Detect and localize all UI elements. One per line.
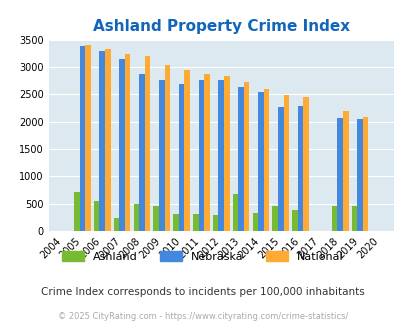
Bar [184,70,190,231]
Bar [277,107,283,231]
Bar [144,56,150,231]
Bar [303,97,308,231]
Bar [105,50,110,231]
Bar [139,74,144,231]
Bar [178,84,184,231]
Bar [119,59,125,231]
Bar [243,82,249,231]
Bar [351,206,356,231]
Bar [99,50,105,231]
Bar [283,95,288,231]
Bar [173,214,178,231]
Bar [362,117,367,231]
Bar [292,210,297,231]
Bar [297,106,303,231]
Text: © 2025 CityRating.com - https://www.cityrating.com/crime-statistics/: © 2025 CityRating.com - https://www.city… [58,312,347,321]
Bar [224,76,229,231]
Bar [356,119,362,231]
Bar [342,111,348,231]
Title: Ashland Property Crime Index: Ashland Property Crime Index [92,19,349,34]
Bar [272,206,277,231]
Bar [79,46,85,231]
Bar [85,45,91,231]
Bar [198,80,204,231]
Bar [337,118,342,231]
Bar [133,204,139,231]
Bar [252,213,258,231]
Bar [212,215,218,231]
Text: Crime Index corresponds to incidents per 100,000 inhabitants: Crime Index corresponds to incidents per… [41,287,364,297]
Bar [125,54,130,231]
Bar [74,192,79,231]
Bar [204,74,209,231]
Legend: Ashland, Nebraska, National: Ashland, Nebraska, National [58,247,347,267]
Bar [94,202,99,231]
Bar [238,87,243,231]
Bar [193,214,198,231]
Bar [232,194,238,231]
Bar [218,80,224,231]
Bar [113,218,119,231]
Bar [153,206,159,231]
Bar [164,65,170,231]
Bar [263,89,269,231]
Bar [331,206,337,231]
Bar [159,80,164,231]
Bar [258,92,263,231]
